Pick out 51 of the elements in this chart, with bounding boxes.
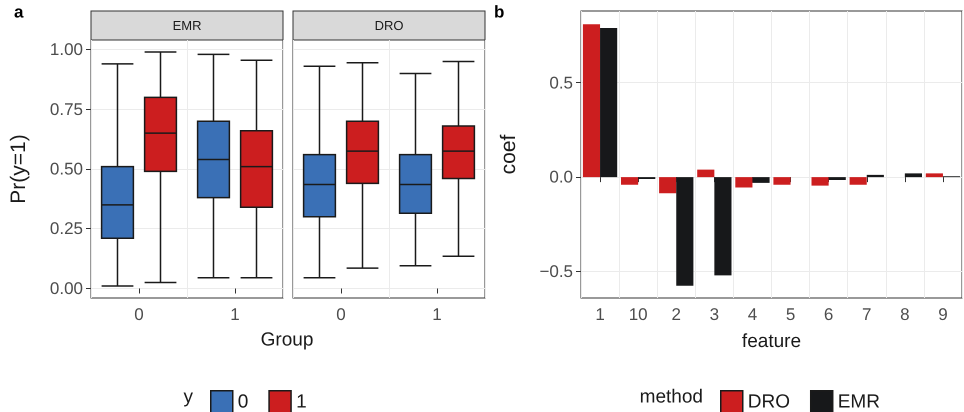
x-tick-label: 5 (786, 305, 796, 324)
y-tick-label: −0.5 (539, 262, 573, 282)
x-tick-label: 10 (628, 305, 648, 324)
x-axis-title: Group (260, 330, 314, 350)
y-tick-label: 0.25 (50, 219, 83, 238)
y-axis-title: coef (497, 134, 520, 174)
legend-title: method (640, 386, 703, 408)
bar (600, 28, 618, 178)
x-tick-label: 8 (900, 305, 910, 324)
bar (582, 24, 600, 178)
chart-title: DRO (374, 18, 404, 33)
legend-label: 1 (296, 391, 307, 412)
bar (697, 170, 714, 178)
x-tick-label: 0 (134, 305, 144, 324)
x-tick-label: 0 (336, 305, 346, 324)
x-axis-title: feature (742, 331, 802, 352)
bar (812, 177, 829, 186)
bar (828, 177, 846, 180)
bar (676, 177, 694, 286)
y-tick-label: 0.5 (549, 73, 573, 92)
x-tick-label: 1 (432, 305, 442, 324)
bar (752, 177, 770, 183)
chart-title: EMR (172, 18, 202, 33)
text: a (14, 2, 24, 22)
bar (659, 177, 676, 194)
legend-label: EMR (838, 391, 880, 412)
x-tick-label: 6 (824, 305, 834, 324)
bar (621, 177, 638, 185)
bar (714, 177, 732, 276)
bar (850, 177, 867, 185)
bar (773, 177, 791, 185)
text: b (494, 2, 504, 22)
bar (926, 173, 943, 178)
legend-label: 0 (238, 391, 248, 412)
legend-label: DRO (748, 391, 790, 412)
y-axis-title: Pr(y=1) (7, 134, 30, 204)
y-tick-label: 1.00 (50, 40, 83, 60)
legend-title: y (184, 386, 194, 408)
y-tick-label: 0.75 (50, 100, 83, 119)
x-tick-label: 1 (595, 305, 605, 324)
bar (904, 173, 922, 178)
x-tick-label: 4 (748, 305, 758, 324)
x-tick-label: 9 (938, 305, 948, 324)
x-tick-label: 3 (710, 305, 720, 324)
bar (735, 177, 752, 188)
x-tick-label: 1 (230, 305, 240, 324)
y-tick-label: 0.50 (50, 160, 83, 178)
y-tick-label: 0.0 (549, 168, 573, 187)
x-tick-label: 7 (862, 305, 872, 324)
x-tick-label: 2 (672, 305, 681, 324)
y-tick-label: 0.00 (50, 278, 83, 298)
